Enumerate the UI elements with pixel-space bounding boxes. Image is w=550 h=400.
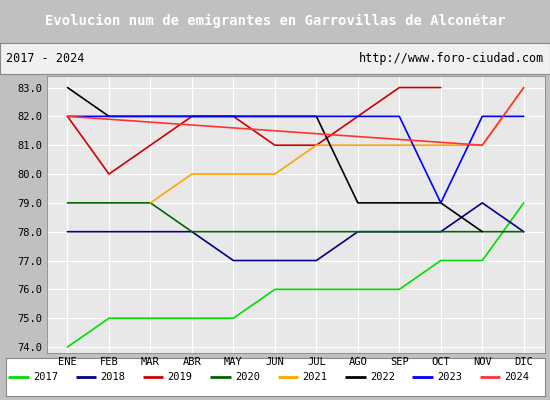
Text: 2019: 2019: [168, 372, 192, 382]
Text: 2020: 2020: [235, 372, 260, 382]
Text: 2018: 2018: [100, 372, 125, 382]
Text: 2017: 2017: [33, 372, 58, 382]
Text: 2017 - 2024: 2017 - 2024: [6, 52, 84, 65]
Text: 2022: 2022: [370, 372, 395, 382]
Text: http://www.foro-ciudad.com: http://www.foro-ciudad.com: [359, 52, 544, 65]
Text: 2024: 2024: [504, 372, 530, 382]
Text: 2023: 2023: [437, 372, 462, 382]
Text: Evolucion num de emigrantes en Garrovillas de Alconétar: Evolucion num de emigrantes en Garrovill…: [45, 14, 505, 28]
Text: 2021: 2021: [302, 372, 327, 382]
